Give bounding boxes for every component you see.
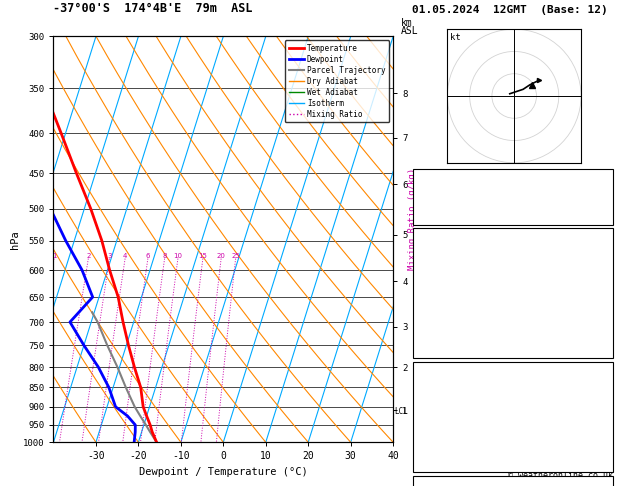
- Text: CAPE (J): CAPE (J): [418, 326, 461, 334]
- Text: 9: 9: [604, 270, 610, 279]
- Text: 1: 1: [52, 253, 57, 259]
- Text: θₑ(K): θₑ(K): [418, 289, 445, 297]
- Text: 5: 5: [604, 422, 610, 431]
- Text: 3: 3: [108, 253, 112, 259]
- Text: Temp (°C): Temp (°C): [418, 252, 467, 260]
- Text: 0: 0: [604, 344, 610, 353]
- Text: 01.05.2024  12GMT  (Base: 12): 01.05.2024 12GMT (Base: 12): [412, 4, 608, 15]
- Text: 4: 4: [123, 253, 127, 259]
- Text: Surface: Surface: [494, 233, 532, 242]
- Text: 42: 42: [599, 192, 610, 201]
- Text: Totals Totals: Totals Totals: [418, 192, 488, 201]
- Text: Lifted Index: Lifted Index: [418, 422, 483, 431]
- Text: Hodograph: Hodograph: [489, 481, 537, 486]
- Text: CIN (J): CIN (J): [418, 344, 456, 353]
- Text: 25: 25: [231, 253, 240, 259]
- Text: PW (cm): PW (cm): [418, 211, 456, 220]
- Text: kt: kt: [450, 33, 461, 42]
- Text: Dewp (°C): Dewp (°C): [418, 270, 467, 279]
- Text: km: km: [401, 18, 413, 28]
- Text: 0: 0: [604, 459, 610, 468]
- Text: -37°00'S  174°4B'E  79m  ASL: -37°00'S 174°4B'E 79m ASL: [53, 1, 253, 15]
- Text: θₑ (K): θₑ (K): [418, 403, 450, 412]
- Text: Lifted Index: Lifted Index: [418, 307, 483, 316]
- Text: 15: 15: [198, 253, 208, 259]
- Text: Mixing Ratio (g/kg): Mixing Ratio (g/kg): [408, 168, 416, 270]
- Text: 307: 307: [594, 289, 610, 297]
- Text: 8: 8: [162, 253, 167, 259]
- Y-axis label: hPa: hPa: [10, 230, 20, 249]
- Text: 1.81: 1.81: [589, 211, 610, 220]
- Text: © weatheronline.co.uk: © weatheronline.co.uk: [508, 471, 613, 480]
- X-axis label: Dewpoint / Temperature (°C): Dewpoint / Temperature (°C): [139, 467, 308, 477]
- Text: 1002: 1002: [589, 385, 610, 394]
- Text: 0: 0: [604, 326, 610, 334]
- Text: 20: 20: [216, 253, 226, 259]
- Text: 20: 20: [599, 174, 610, 183]
- Text: LCL: LCL: [394, 407, 408, 416]
- Text: 307: 307: [594, 403, 610, 412]
- Legend: Temperature, Dewpoint, Parcel Trajectory, Dry Adiabat, Wet Adiabat, Isotherm, Mi: Temperature, Dewpoint, Parcel Trajectory…: [285, 40, 389, 122]
- Text: 5: 5: [604, 307, 610, 316]
- Text: CAPE (J): CAPE (J): [418, 440, 461, 449]
- Text: CIN (J): CIN (J): [418, 459, 456, 468]
- Text: 6: 6: [145, 253, 150, 259]
- Text: 14.3: 14.3: [589, 252, 610, 260]
- Text: Pressure (mb): Pressure (mb): [418, 385, 488, 394]
- Text: ASL: ASL: [401, 26, 419, 36]
- Text: K: K: [418, 174, 424, 183]
- Text: 0: 0: [604, 440, 610, 449]
- Text: 2: 2: [86, 253, 91, 259]
- Text: 10: 10: [174, 253, 182, 259]
- Text: Most Unstable: Most Unstable: [478, 366, 548, 375]
